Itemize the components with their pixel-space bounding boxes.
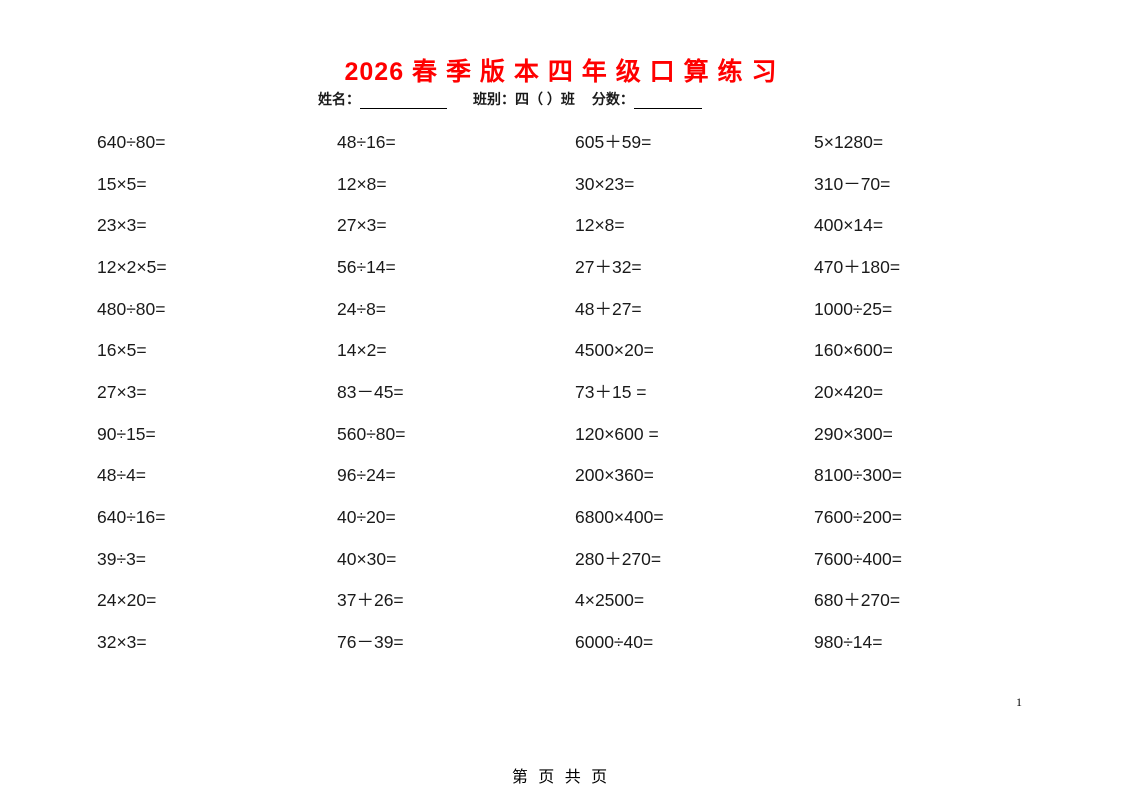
problem-item: 5×1280= (814, 132, 884, 152)
problem-item: 640÷80= (97, 132, 166, 152)
problem-column-3: 605＋59= 30×23= 12×8= 27＋32= 48＋27= 4500×20= 73… (575, 132, 664, 674)
problem-item: 20×420= (814, 381, 884, 402)
problem-item: 48÷16= (337, 132, 396, 152)
problem-item: 310－70= (814, 173, 891, 194)
problem-item: 40×30= (337, 548, 397, 569)
problem-item: 27×3= (337, 215, 387, 236)
problem-item: 560÷80= (337, 423, 406, 444)
problem-item: 96÷24= (337, 465, 396, 486)
problem-item: 6000÷40= (575, 631, 654, 652)
problem-item: 39÷3= (97, 548, 147, 569)
score-label: 分数： (591, 91, 634, 107)
problem-item: 480÷80= (97, 298, 166, 319)
score-blank-field (633, 94, 702, 109)
problem-item: 280＋270= (575, 548, 662, 569)
problem-item: 680＋270= (814, 590, 901, 611)
problem-item: 640÷16= (97, 506, 166, 527)
problem-item: 83－45= (337, 381, 404, 402)
problem-item: 32×3= (97, 631, 147, 652)
problem-item: 30×23= (575, 173, 635, 194)
problem-item: 14×2= (337, 340, 387, 361)
problem-item: 48＋27= (575, 298, 642, 319)
student-info-line: 姓名： 班别：四（ ）班 分数： (318, 89, 702, 109)
problem-item: 16×5= (97, 340, 147, 361)
problem-item: 6800×400= (575, 506, 664, 527)
problem-item: 40÷20= (337, 506, 396, 527)
problem-item: 400×14= (814, 215, 884, 236)
problem-item: 48÷4= (97, 465, 147, 486)
problem-item: 73＋15 = (575, 381, 647, 402)
problem-column-1: 640÷80= 15×5= 23×3= 12×2×5= 480÷80= 16×5= 27×3… (97, 132, 167, 674)
problem-column-2: 48÷16= 12×8= 27×3= 56÷14= 24÷8= 14×2= 83－45= 56… (337, 132, 406, 674)
problem-item: 8100÷300= (814, 465, 902, 486)
problem-item: 7600÷200= (814, 506, 902, 527)
problem-item: 605＋59= (575, 132, 652, 152)
problem-item: 76－39= (337, 631, 404, 652)
problem-item: 12×2×5= (97, 256, 167, 277)
problem-item: 980÷14= (814, 631, 883, 652)
problem-item: 4500×20= (575, 340, 654, 361)
page-title: 2026 春 季 版 本 四 年 级 口 算 练 习 (344, 58, 778, 86)
page-footer: 第 页 共 页 (511, 769, 611, 786)
problem-item: 12×8= (575, 215, 625, 236)
problem-item: 200×360= (575, 465, 654, 486)
problem-item: 24÷8= (337, 298, 387, 319)
problem-item: 470＋180= (814, 256, 901, 277)
problem-item: 1000÷25= (814, 298, 893, 319)
problem-item: 160×600= (814, 340, 893, 361)
problem-item: 4×2500= (575, 590, 645, 611)
problem-item: 7600÷400= (814, 548, 902, 569)
problem-item: 27×3= (97, 381, 147, 402)
class-label: 班别：四（ ）班 (473, 91, 575, 107)
name-label: 姓名： (318, 91, 360, 107)
page-number: 1 (1016, 695, 1022, 709)
problem-item: 37＋26= (337, 590, 404, 611)
problem-item: 24×20= (97, 590, 157, 611)
problem-item: 120×600 = (575, 423, 659, 444)
problem-item: 56÷14= (337, 256, 396, 277)
problem-item: 27＋32= (575, 256, 642, 277)
problem-item: 90÷15= (97, 423, 156, 444)
problem-item: 290×300= (814, 423, 893, 444)
problem-column-4: 5×1280= 310－70= 400×14= 470＋180= 1000÷25= 160… (814, 132, 902, 674)
problem-item: 12×8= (337, 173, 387, 194)
problem-item: 15×5= (97, 173, 147, 194)
problem-item: 23×3= (97, 215, 147, 236)
name-blank-field (360, 94, 447, 109)
